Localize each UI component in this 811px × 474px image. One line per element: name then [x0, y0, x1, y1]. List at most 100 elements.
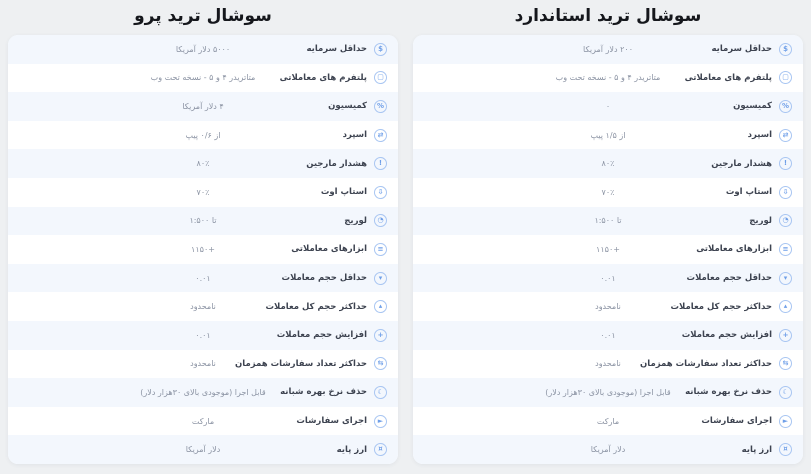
feature-value: متاتریدر ۴ و ۵ - نسخه تحت وب	[555, 73, 661, 83]
volume-step-icon: +	[374, 328, 387, 342]
feature-label: اسپرد	[342, 130, 367, 141]
feature-label: استاپ اوت	[320, 187, 367, 198]
feature-row: ► اجرای سفارشات مارکت	[413, 406, 803, 436]
plan-card: $ حداقل سرمایه ۵۰۰۰ دلار آمریکا ▢ پلتفرم…	[8, 35, 398, 464]
feature-row: $ حداقل سرمایه ۲۰۰ دلار آمریکا	[413, 35, 803, 64]
feature-value: متاتریدر ۴ و ۵ - نسخه تحت وب	[150, 73, 256, 83]
feature-row: ≡ ابزارهای معاملاتی +۱۱۵۰	[413, 235, 803, 264]
leverage-icon: ◔	[374, 214, 387, 228]
stop-out-icon: ⇩	[374, 185, 387, 199]
feature-row: + افزایش حجم معاملات ۰.۰۱	[413, 320, 803, 350]
feature-value: ۰.۰۱	[600, 330, 616, 340]
max-total-volume-icon: ▴	[374, 300, 387, 314]
feature-row: $ حداقل سرمایه ۵۰۰۰ دلار آمریکا	[8, 35, 398, 64]
feature-value: دلار آمریکا	[590, 445, 626, 455]
feature-row: + افزایش حجم معاملات ۰.۰۱	[8, 320, 398, 350]
feature-row: ¤ ارز پایه دلار آمریکا	[8, 435, 398, 464]
feature-row: ◔ لوریج تا ۱:۵۰۰	[413, 206, 803, 236]
feature-value: تا ۱:۵۰۰	[594, 216, 622, 226]
feature-value: ۰.۰۱	[195, 273, 211, 283]
min-capital-icon: $	[779, 42, 792, 56]
feature-row: ◔ لوریج تا ۱:۵۰۰	[8, 206, 398, 236]
feature-label: افزایش حجم معاملات	[276, 330, 367, 341]
feature-label: لوریج	[749, 215, 772, 226]
feature-row: % کمیسیون ۰	[413, 92, 803, 121]
feature-value: قابل اجرا (موجودی بالای ۳۰هزار دلار)	[140, 387, 266, 397]
feature-row: ► اجرای سفارشات مارکت	[8, 406, 398, 436]
base-currency-icon: ¤	[374, 443, 387, 457]
feature-row: ⇩ استاپ اوت ۷۰٪	[8, 177, 398, 207]
feature-row: % کمیسیون ۴ دلار آمریکا	[8, 92, 398, 121]
feature-label: حداقل سرمایه	[711, 44, 772, 55]
feature-value: نامحدود	[190, 302, 216, 312]
feature-label: اسپرد	[747, 130, 772, 141]
feature-value: مارکت	[596, 416, 620, 426]
stop-out-icon: ⇩	[779, 185, 792, 199]
feature-label: لوریج	[344, 215, 367, 226]
feature-row: ▴ حداکثر حجم کل معاملات نامحدود	[8, 292, 398, 321]
feature-label: پلتفرم های معاملاتی	[684, 72, 772, 83]
min-capital-icon: $	[374, 42, 387, 56]
feature-label: حداکثر تعداد سفارشات همزمان	[640, 358, 772, 369]
feature-row: ▴ حداکثر حجم کل معاملات نامحدود	[413, 292, 803, 321]
feature-row: ▾ حداقل حجم معاملات ۰.۰۱	[413, 263, 803, 293]
feature-label: حذف نرخ بهره شبانه	[685, 387, 772, 398]
plan-card: $ حداقل سرمایه ۲۰۰ دلار آمریکا ▢ پلتفرم …	[413, 35, 803, 464]
feature-row: ! هشدار مارجین ۸۰٪	[413, 149, 803, 178]
feature-label: ابزارهای معاملاتی	[291, 244, 367, 255]
feature-row: ≡ ابزارهای معاملاتی +۱۱۵۰	[8, 235, 398, 264]
feature-label: ابزارهای معاملاتی	[696, 244, 772, 255]
feature-value: ۰	[605, 101, 611, 111]
feature-value: تا ۱:۵۰۰	[189, 216, 217, 226]
swap-free-icon: ☾	[779, 385, 792, 399]
execution-icon: ►	[374, 414, 387, 428]
feature-value: ۵۰۰۰ دلار آمریکا	[175, 44, 231, 54]
feature-row: ¤ ارز پایه دلار آمریکا	[413, 435, 803, 464]
feature-label: ارز پایه	[741, 444, 772, 455]
swap-free-icon: ☾	[374, 385, 387, 399]
feature-value: مارکت	[191, 416, 215, 426]
max-total-volume-icon: ▴	[779, 300, 792, 314]
feature-value: +۱۱۵۰	[596, 244, 620, 254]
feature-value: ۰.۰۱	[195, 330, 211, 340]
feature-row: ☾ حذف نرخ بهره شبانه قابل اجرا (موجودی ب…	[413, 378, 803, 407]
feature-value: نامحدود	[190, 359, 216, 369]
feature-value: نامحدود	[595, 302, 621, 312]
margin-alert-icon: !	[374, 157, 387, 171]
feature-value: ۲۰۰ دلار آمریکا	[583, 44, 633, 54]
feature-label: حداکثر حجم کل معاملات	[265, 301, 368, 312]
feature-value: از ۰/۶ پیپ	[185, 130, 221, 140]
commission-icon: %	[374, 99, 387, 113]
feature-label: افزایش حجم معاملات	[681, 330, 772, 341]
feature-label: حداکثر تعداد سفارشات همزمان	[235, 358, 367, 369]
feature-label: پلتفرم های معاملاتی	[279, 72, 367, 83]
feature-label: هشدار مارجین	[306, 158, 367, 169]
feature-row: ⇄ اسپرد از ۱/۵ پیپ	[413, 120, 803, 150]
feature-label: کمیسیون	[328, 101, 367, 112]
plan-column: سوشال ترید استاندارد $ حداقل سرمایه ۲۰۰ …	[413, 4, 803, 464]
platforms-icon: ▢	[374, 71, 387, 85]
feature-label: کمیسیون	[733, 101, 772, 112]
feature-value: ۷۰٪	[601, 187, 615, 197]
feature-value: ۴ دلار آمریکا	[182, 101, 224, 111]
volume-step-icon: +	[779, 328, 792, 342]
feature-label: استاپ اوت	[725, 187, 772, 198]
feature-label: حداکثر حجم کل معاملات	[670, 301, 773, 312]
feature-row: ⇄ اسپرد از ۰/۶ پیپ	[8, 120, 398, 150]
feature-row: ▾ حداقل حجم معاملات ۰.۰۱	[8, 263, 398, 293]
feature-value: +۱۱۵۰	[191, 244, 215, 254]
instruments-icon: ≡	[779, 242, 792, 256]
feature-row: ▢ پلتفرم های معاملاتی متاتریدر ۴ و ۵ - ن…	[413, 63, 803, 93]
execution-icon: ►	[779, 414, 792, 428]
feature-label: ارز پایه	[336, 444, 367, 455]
feature-value: نامحدود	[595, 359, 621, 369]
feature-value: ۰.۰۱	[600, 273, 616, 283]
feature-label: حداقل حجم معاملات	[281, 273, 367, 284]
leverage-icon: ◔	[779, 214, 792, 228]
spread-icon: ⇄	[779, 128, 792, 142]
feature-row: ⇆ حداکثر تعداد سفارشات همزمان نامحدود	[413, 349, 803, 379]
feature-value: ۷۰٪	[196, 187, 210, 197]
max-orders-icon: ⇆	[779, 357, 792, 371]
feature-row: ⇩ استاپ اوت ۷۰٪	[413, 177, 803, 207]
feature-value: قابل اجرا (موجودی بالای ۳۰هزار دلار)	[545, 387, 671, 397]
